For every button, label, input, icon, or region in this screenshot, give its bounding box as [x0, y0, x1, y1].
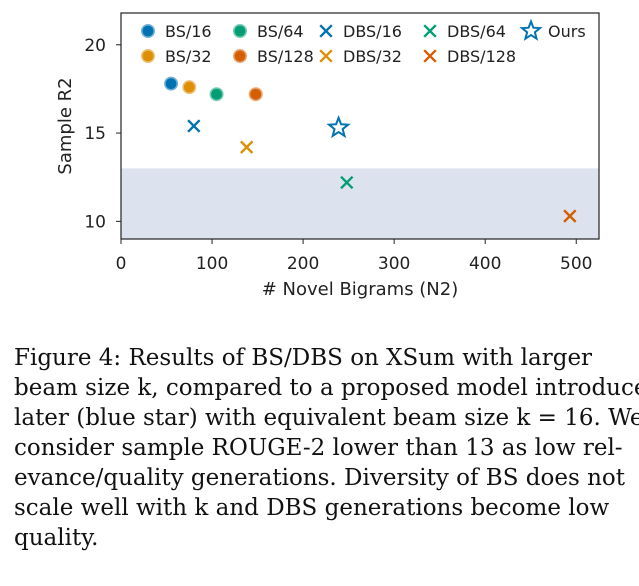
x-tick-label: 100: [196, 254, 228, 274]
point-bs-64: [209, 87, 224, 102]
x-tick-label: 300: [378, 254, 410, 274]
x-tick-label: 500: [560, 254, 592, 274]
legend-label-ours: Ours: [548, 22, 586, 41]
y-tick-label: 20: [84, 36, 106, 56]
caption-line: scale well with k and DBS generations be…: [14, 495, 610, 521]
point-dbs-64: [340, 175, 354, 190]
x-tick-label: 200: [287, 254, 319, 274]
legend-marker-bs-64: [233, 23, 248, 38]
y-axis-label: Sample R2: [55, 77, 76, 174]
caption-line: evance/quality generations. Diversity of…: [14, 465, 625, 491]
y-tick-label: 10: [84, 212, 106, 232]
legend-label-bs-64: BS/64: [257, 22, 304, 41]
figure-caption: Figure 4: Results of BS/DBS on XSum with…: [14, 343, 639, 553]
point-bs-32: [182, 80, 197, 95]
legend-label-dbs-64: DBS/64: [447, 22, 506, 41]
point-ours: [326, 115, 351, 139]
legend-marker-dbs-16: [319, 24, 333, 38]
caption-line: quality.: [14, 525, 99, 551]
x-tick-label: 0: [116, 254, 127, 274]
scatter-chart: 0 100 200 300 400 500 10 15 20 # Novel Bigrams (N…: [55, 12, 600, 300]
caption-line: beam size k, compared to a proposed mode…: [14, 375, 639, 401]
legend-marker-ours: [519, 18, 543, 41]
legend-label-bs-128: BS/128: [257, 47, 314, 66]
legend-label-bs-32: BS/32: [165, 47, 212, 66]
legend-marker-bs-16: [141, 23, 156, 38]
point-dbs-16: [187, 119, 201, 133]
caption-line: Figure 4: Results of BS/DBS on XSum with…: [14, 345, 593, 371]
caption-line: consider sample ROUGE-2 lower than 13 as…: [14, 435, 623, 461]
x-tick-label: 400: [469, 254, 501, 274]
legend-marker-dbs-32: [319, 49, 333, 63]
x-axis-label: # Novel Bigrams (N2): [262, 279, 459, 300]
legend-marker-dbs-64: [423, 24, 437, 38]
caption-line: later (blue star) with equivalent beam s…: [14, 405, 639, 431]
legend-label-dbs-32: DBS/32: [343, 47, 402, 66]
legend-label-bs-16: BS/16: [165, 22, 212, 41]
point-dbs-128: [563, 209, 577, 223]
scatter-figure: 0 100 200 300 400 500 10 15 20 # Novel Bigrams (N…: [55, 12, 600, 300]
legend-marker-bs-32: [141, 48, 156, 63]
legend-label-dbs-16: DBS/16: [343, 22, 402, 41]
legend-label-dbs-128: DBS/128: [447, 47, 516, 66]
legend-marker-dbs-128: [423, 49, 437, 63]
plot-frame: [120, 12, 600, 240]
point-bs-128: [248, 87, 263, 102]
low-quality-region: [121, 168, 599, 239]
y-tick-label: 15: [84, 124, 106, 144]
legend-marker-bs-128: [233, 48, 248, 63]
point-bs-16: [164, 76, 179, 91]
point-dbs-32: [239, 140, 254, 154]
